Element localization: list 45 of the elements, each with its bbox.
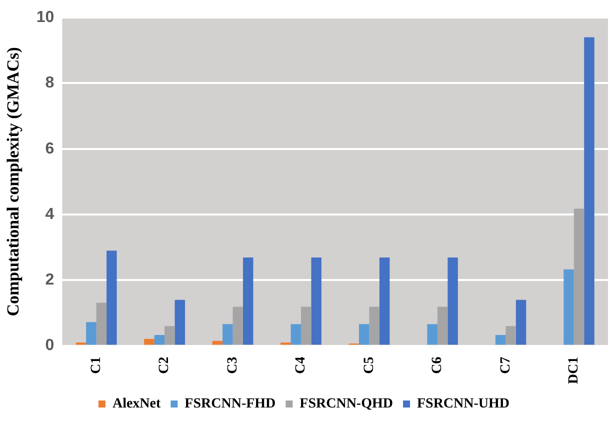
y-axis-title: Computational complexity (GMACs) (4, 47, 23, 316)
y-tick-label: 4 (45, 206, 54, 223)
bar (154, 334, 165, 345)
bar (506, 326, 516, 345)
bar (584, 37, 594, 345)
y-tick-label: 8 (45, 74, 54, 92)
bar (437, 306, 448, 345)
bar (358, 324, 370, 345)
bar (174, 300, 186, 345)
x-tick-label: C6 (430, 356, 446, 374)
y-tick-label: 10 (36, 9, 54, 26)
bar (212, 340, 223, 345)
x-tick-label: C1 (88, 356, 104, 374)
x-tick-label: C4 (294, 356, 309, 374)
bar (495, 334, 506, 345)
bar (242, 258, 254, 345)
bar (448, 258, 458, 345)
x-tick-label: C3 (225, 356, 240, 374)
y-tick-label: 0 (45, 337, 54, 354)
bar (311, 258, 322, 345)
bar (290, 324, 301, 345)
bar (564, 269, 574, 345)
bar (232, 306, 243, 345)
bar (222, 324, 233, 345)
bar (144, 338, 154, 345)
y-tick-label: 6 (45, 140, 54, 158)
bar (574, 208, 584, 345)
legend-label: FSRCNN-FHD (184, 396, 276, 412)
bar (427, 324, 438, 345)
x-tick-label: C2 (157, 356, 172, 374)
legend-label: FSRCNN-QHD (300, 396, 393, 412)
bar (379, 258, 390, 345)
bar (300, 306, 312, 345)
bar (369, 306, 380, 345)
legend-label: AlexNet (112, 396, 161, 412)
bar (96, 302, 107, 345)
x-tick-label: DC1 (566, 356, 582, 384)
bar (516, 300, 526, 345)
x-tick-label: C7 (498, 356, 514, 374)
bar (86, 322, 96, 345)
legend-label: FSRCNN-UHD (416, 396, 510, 412)
bar (106, 250, 117, 345)
x-tick-label: C5 (362, 356, 377, 374)
y-tick-label: 2 (45, 272, 54, 289)
bar (164, 326, 175, 345)
